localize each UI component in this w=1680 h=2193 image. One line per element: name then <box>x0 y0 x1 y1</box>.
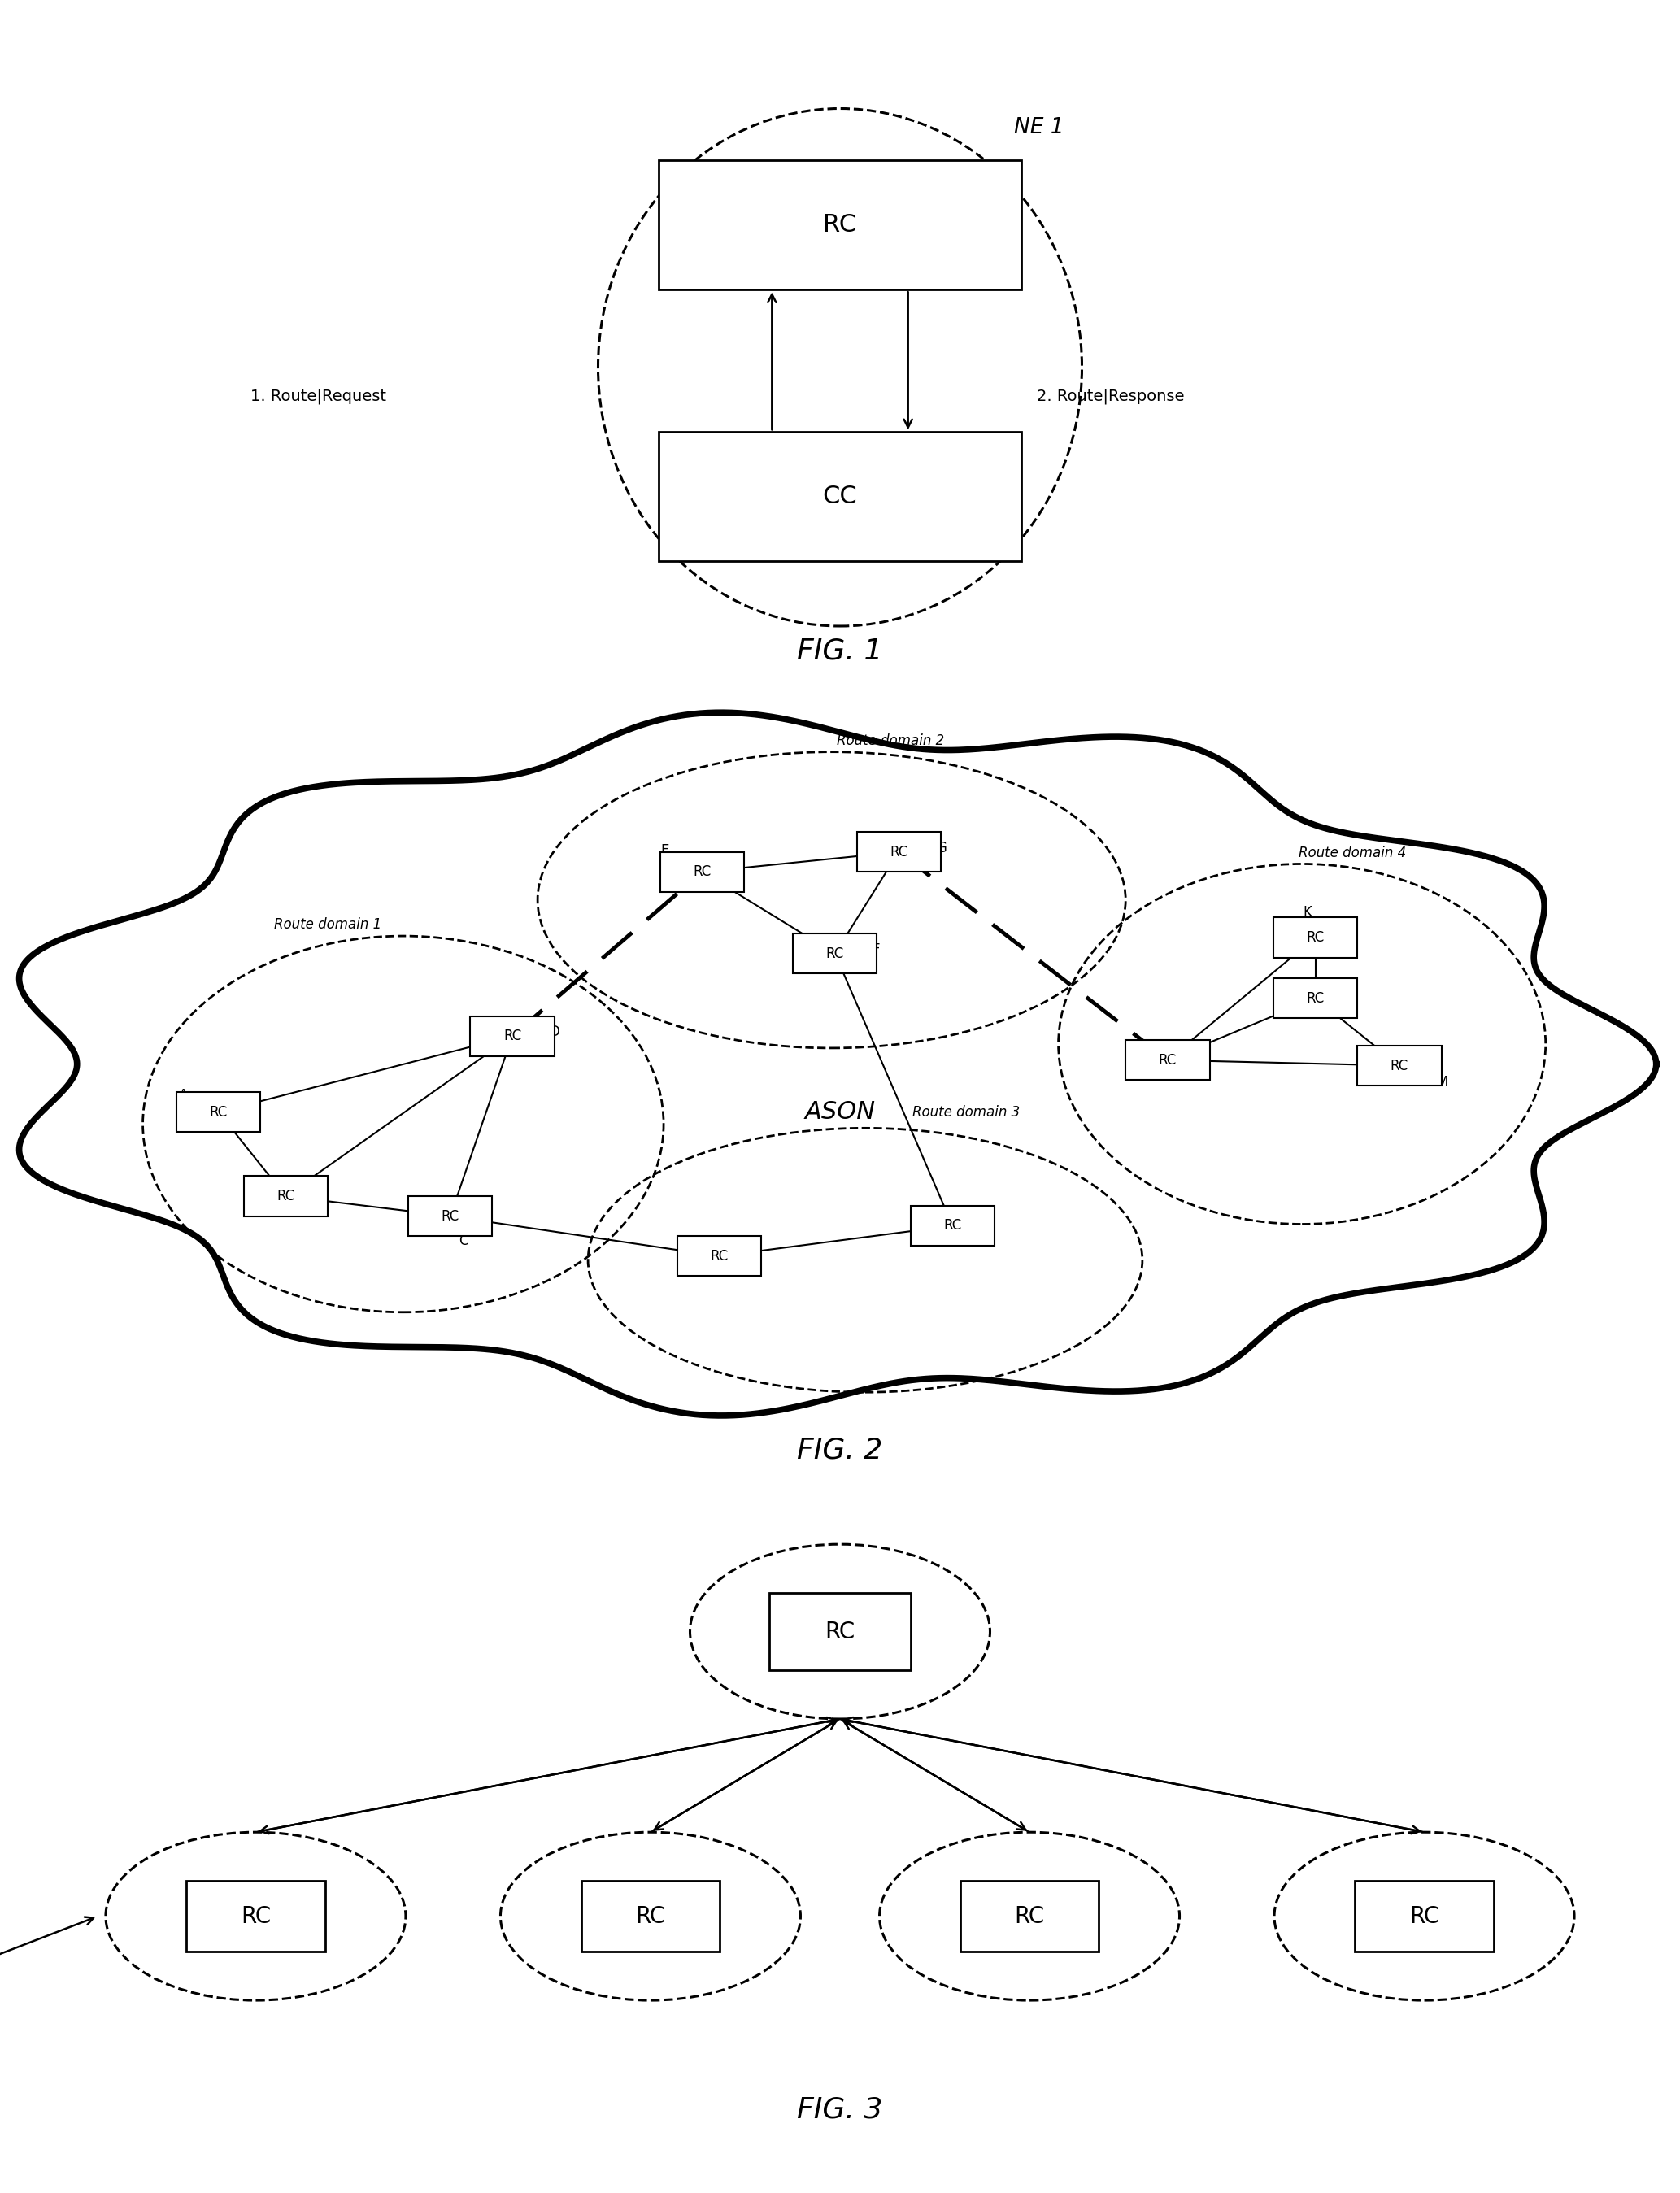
FancyBboxPatch shape <box>1126 1039 1210 1081</box>
Text: RC: RC <box>890 844 907 860</box>
Text: E: E <box>660 842 669 857</box>
Text: FIG. 3: FIG. 3 <box>796 2097 884 2123</box>
Text: I: I <box>990 1215 993 1228</box>
FancyBboxPatch shape <box>1357 1046 1441 1086</box>
Text: Route domain 4: Route domain 4 <box>1299 844 1406 860</box>
Text: RC: RC <box>277 1189 294 1204</box>
Text: FIG. 1: FIG. 1 <box>796 638 884 664</box>
FancyBboxPatch shape <box>959 1882 1099 1952</box>
Text: RC: RC <box>1391 1059 1408 1072</box>
Text: RC: RC <box>711 1248 727 1263</box>
Text: RC: RC <box>1307 930 1324 945</box>
FancyBboxPatch shape <box>176 1092 260 1132</box>
Text: RC: RC <box>210 1105 227 1118</box>
FancyBboxPatch shape <box>793 934 877 974</box>
Text: F: F <box>872 943 880 956</box>
Text: D: D <box>549 1024 559 1039</box>
FancyBboxPatch shape <box>1273 917 1357 958</box>
Text: RC: RC <box>1410 1906 1440 1928</box>
FancyBboxPatch shape <box>769 1592 911 1671</box>
Text: RC: RC <box>240 1906 270 1928</box>
Text: RC: RC <box>1159 1053 1176 1068</box>
FancyBboxPatch shape <box>659 160 1021 289</box>
Text: Route domain 3: Route domain 3 <box>912 1105 1020 1121</box>
Text: RC: RC <box>827 945 843 961</box>
FancyBboxPatch shape <box>677 1237 761 1276</box>
Text: 2. Route|Response: 2. Route|Response <box>1037 388 1184 404</box>
Text: RC: RC <box>823 213 857 237</box>
Text: H: H <box>679 1246 689 1259</box>
Text: A: A <box>178 1088 188 1103</box>
Text: RC: RC <box>944 1219 961 1232</box>
Text: Route domain 1: Route domain 1 <box>274 917 381 932</box>
FancyBboxPatch shape <box>186 1882 326 1952</box>
Text: G: G <box>936 840 946 855</box>
Text: RC: RC <box>1307 991 1324 1007</box>
Text: CC: CC <box>823 485 857 509</box>
Text: FIG. 2: FIG. 2 <box>796 1436 884 1465</box>
FancyBboxPatch shape <box>660 851 744 893</box>
FancyBboxPatch shape <box>408 1195 492 1237</box>
Text: K: K <box>1302 906 1312 921</box>
Text: RC: RC <box>504 1029 521 1044</box>
FancyBboxPatch shape <box>857 831 941 873</box>
Text: C: C <box>459 1235 469 1248</box>
Text: RC: RC <box>635 1906 665 1928</box>
FancyBboxPatch shape <box>581 1882 721 1952</box>
Text: 1. Route|Request: 1. Route|Request <box>250 388 386 404</box>
FancyBboxPatch shape <box>470 1015 554 1057</box>
FancyBboxPatch shape <box>911 1206 995 1246</box>
Text: NE 1: NE 1 <box>1013 118 1063 138</box>
Text: ASON: ASON <box>805 1101 875 1123</box>
Text: RC: RC <box>694 864 711 879</box>
Text: RC: RC <box>442 1208 459 1224</box>
Text: J: J <box>1134 1048 1137 1064</box>
FancyBboxPatch shape <box>1354 1882 1494 1952</box>
Text: RC: RC <box>825 1621 855 1643</box>
Text: M: M <box>1436 1075 1448 1090</box>
Text: Route domain 2: Route domain 2 <box>837 732 944 748</box>
Text: RC: RC <box>1015 1906 1045 1928</box>
FancyBboxPatch shape <box>244 1175 328 1217</box>
FancyBboxPatch shape <box>659 432 1021 561</box>
FancyBboxPatch shape <box>1273 978 1357 1018</box>
Text: B: B <box>245 1184 255 1200</box>
